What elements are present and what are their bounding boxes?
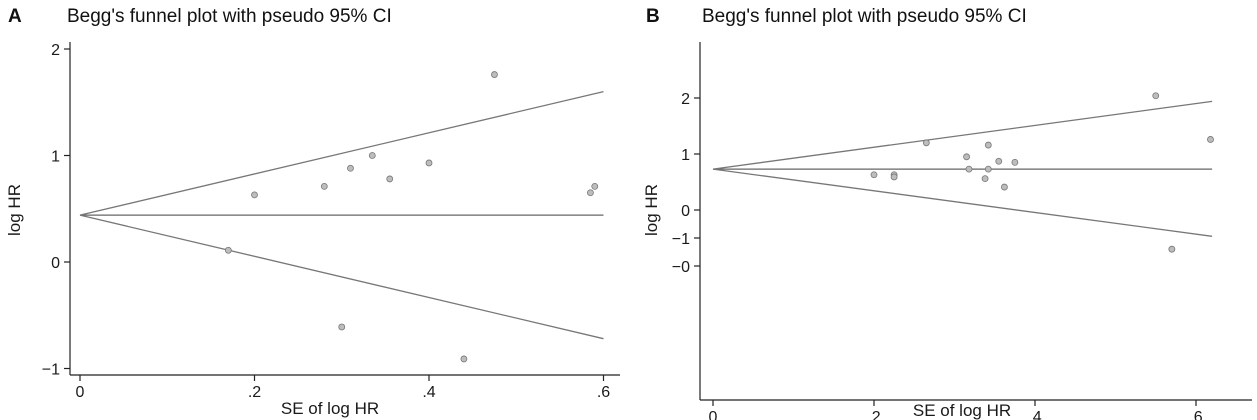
x-tick-label: .6: [597, 384, 610, 401]
x-tick-label: .4: [422, 384, 435, 401]
x-tick-label: .2: [867, 409, 880, 420]
study-point: [386, 175, 394, 183]
study-point: [587, 189, 594, 197]
y-tick-label: 2: [51, 42, 60, 59]
study-point: [460, 355, 468, 363]
chart-title: Begg's funnel plot with pseudo 95% CI: [67, 6, 392, 27]
x-tick-label: .6: [1189, 409, 1202, 420]
x-tick-label: 0: [76, 384, 85, 401]
study-point: [870, 171, 878, 179]
study-point: [1011, 158, 1019, 166]
study-point: [425, 159, 433, 167]
study-point: [338, 323, 346, 331]
y-tick-label: −0: [672, 259, 690, 276]
study-point: [995, 157, 1003, 165]
x-tick-label: .2: [248, 384, 261, 401]
study-point: [984, 165, 992, 173]
study-point: [890, 173, 898, 181]
y-tick-label: −1: [672, 231, 690, 248]
y-tick-label: −1: [42, 362, 60, 379]
study-point: [224, 246, 232, 254]
study-point: [1152, 92, 1160, 100]
study-point: [981, 175, 989, 183]
x-axis-label: SE of log HR: [913, 401, 1011, 420]
y-axis-label: log HR: [642, 184, 661, 236]
study-point: [1001, 183, 1008, 191]
study-point: [320, 182, 328, 190]
panel-label: A: [8, 6, 22, 27]
panel-label: B: [646, 6, 660, 27]
y-tick-label: 1: [51, 149, 60, 166]
study-point: [922, 139, 930, 147]
y-tick-label: 1: [681, 147, 690, 164]
upper-ci-line: [712, 100, 1213, 170]
x-tick-label: .4: [1028, 409, 1041, 420]
y-tick-label: 0: [681, 203, 690, 220]
study-point: [984, 141, 992, 149]
y-axis-label: log HR: [5, 184, 24, 236]
chart-panel-b: B Begg's funnel plot with pseudo 95% CI −0…: [642, 6, 1252, 420]
x-axis-label: SE of log HR: [281, 399, 379, 418]
study-point: [251, 191, 258, 199]
y-tick-label: 0: [51, 255, 60, 272]
study-point: [965, 165, 973, 173]
study-point: [591, 182, 599, 190]
study-point: [347, 164, 354, 172]
lower-ci-line: [79, 214, 604, 340]
upper-ci-line: [79, 90, 604, 216]
study-point: [963, 153, 970, 161]
chart-title: Begg's funnel plot with pseudo 95% CI: [702, 6, 1027, 27]
study-point: [1168, 245, 1176, 253]
chart-panel-a: A Begg's funnel plot with pseudo 95% CI −1…: [5, 6, 620, 418]
study-point: [491, 71, 498, 78]
y-tick-label: 2: [681, 91, 690, 108]
study-point: [1207, 136, 1214, 143]
study-point: [368, 152, 376, 159]
x-tick-label: 0: [709, 409, 718, 420]
lower-ci-line: [712, 168, 1213, 237]
